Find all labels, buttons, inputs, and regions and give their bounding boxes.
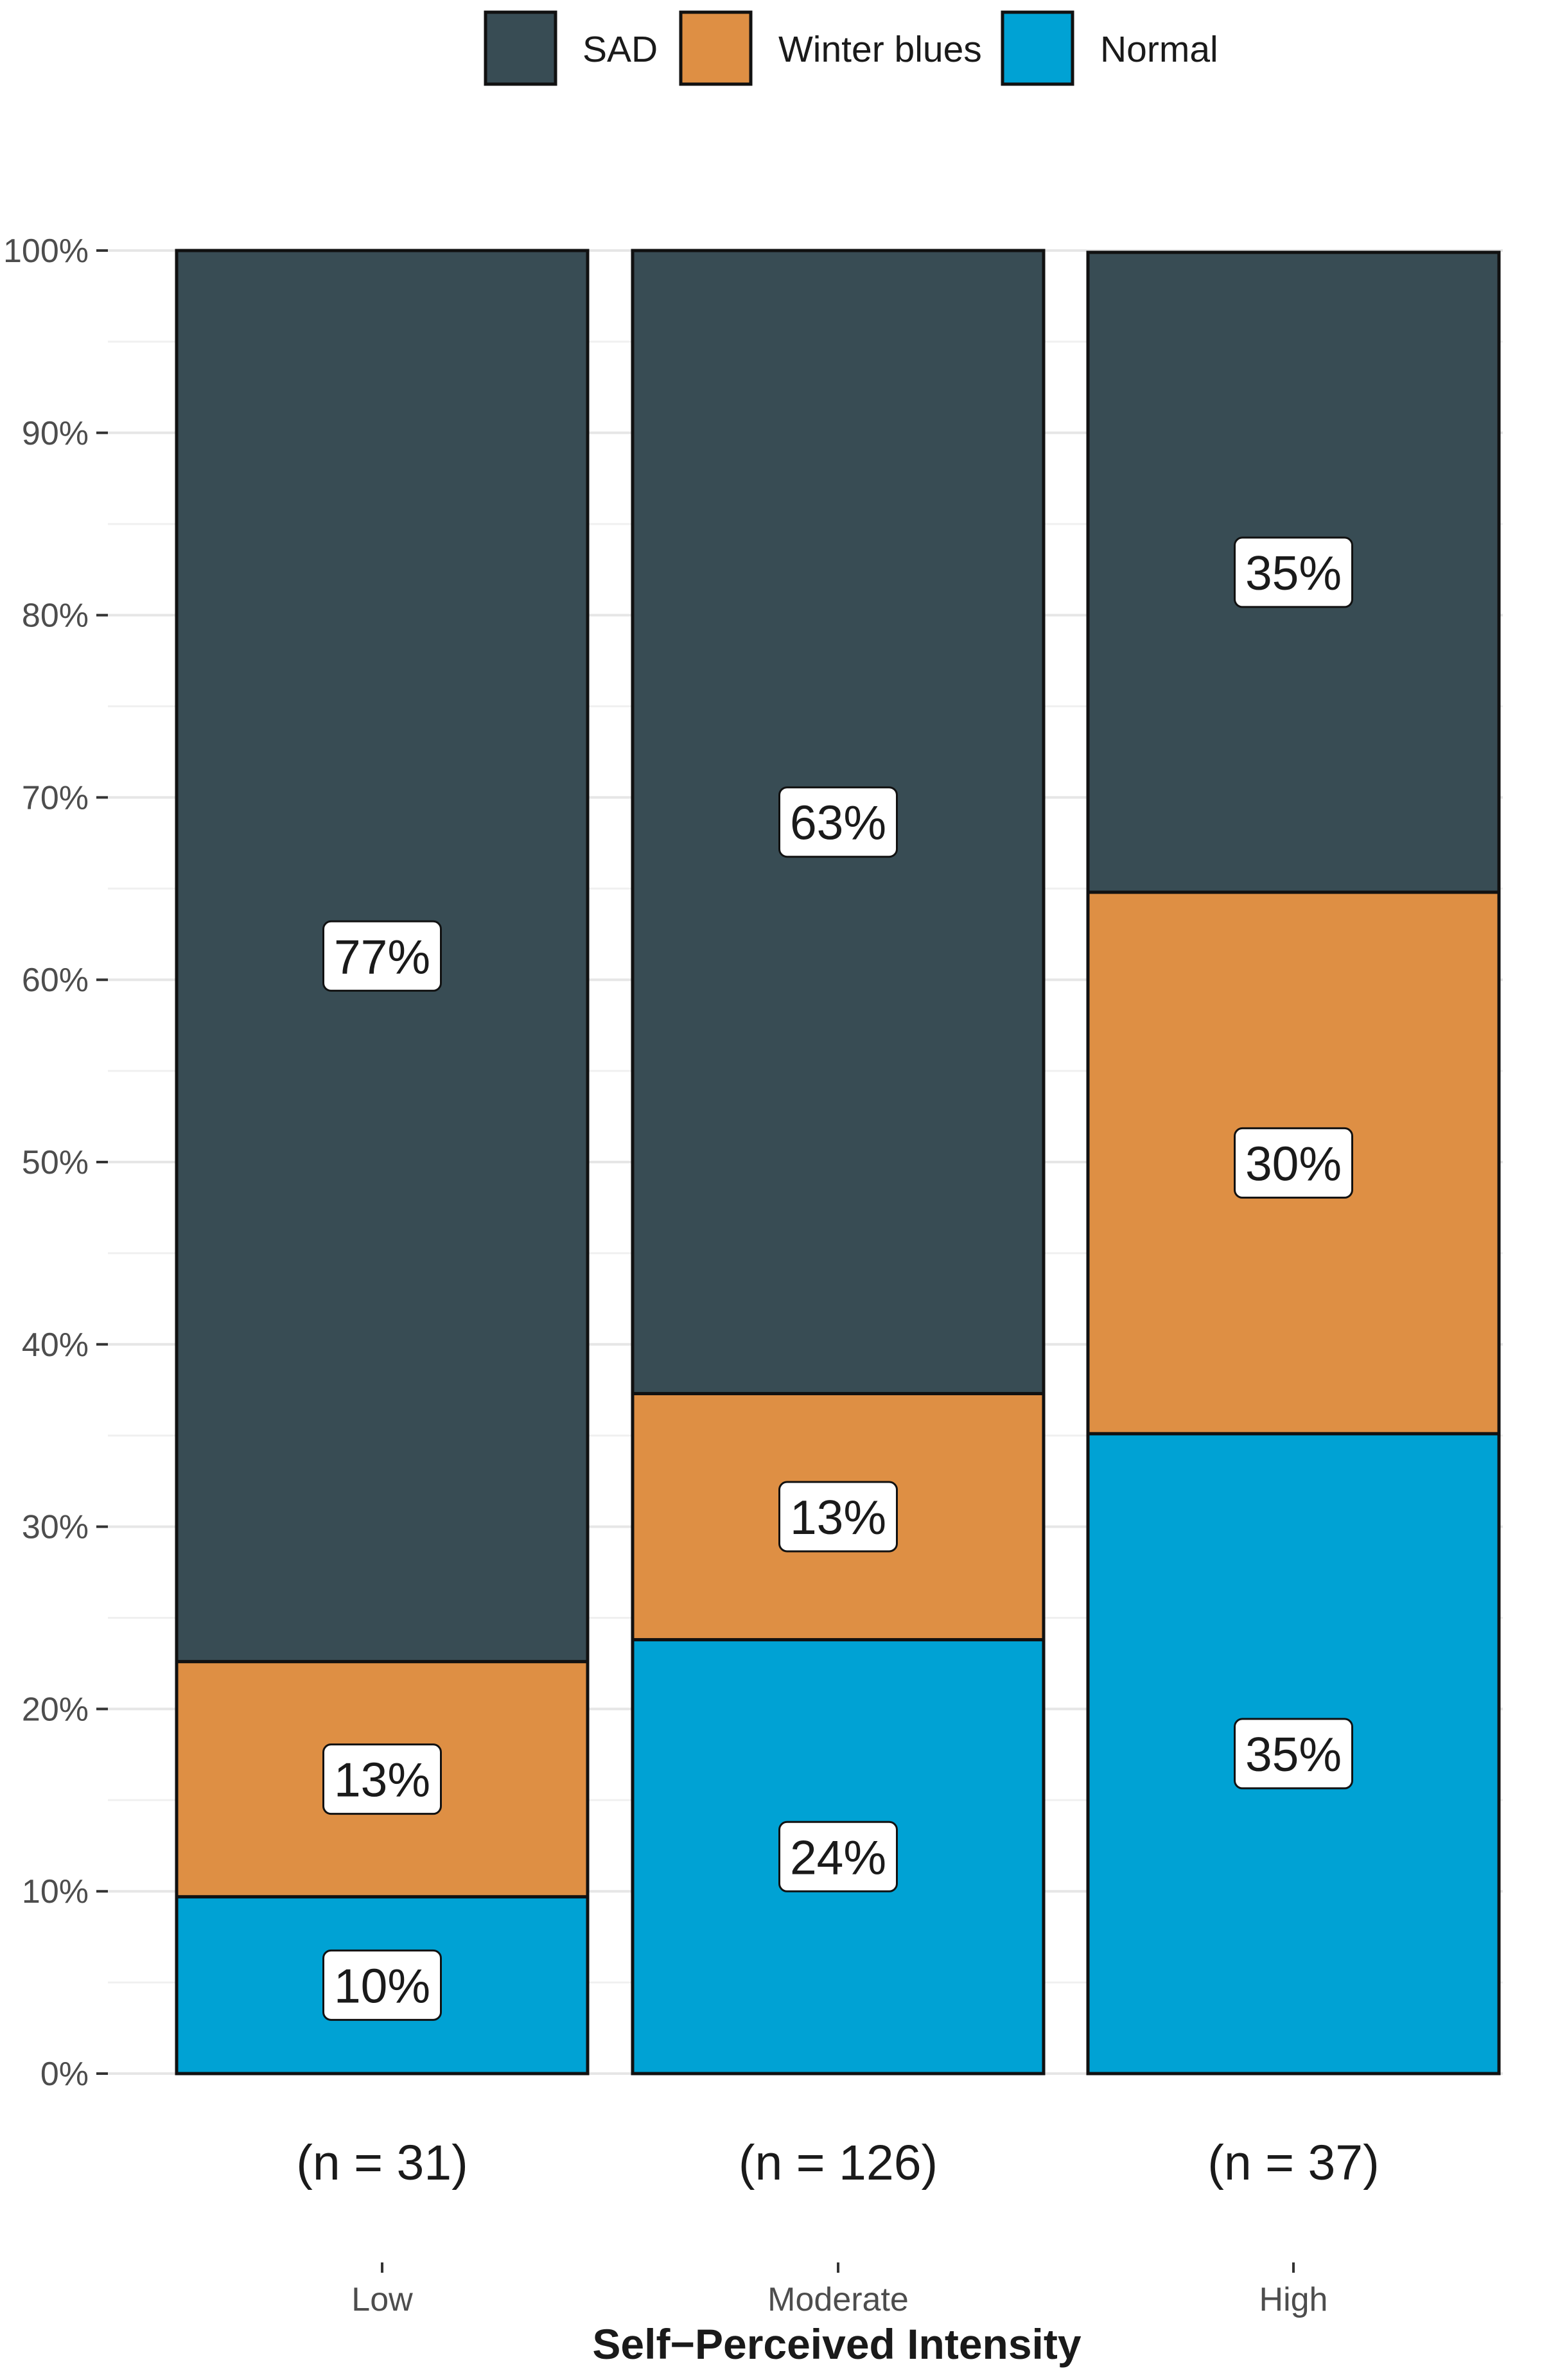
y-tick-label: 0% [40, 2056, 89, 2093]
data-label-box [322, 920, 442, 992]
data-label-box [1234, 1127, 1353, 1199]
x-tick-label: Low [351, 2281, 413, 2318]
legend: SAD Winter blues Normal [484, 10, 1218, 86]
group-count: (n = 37) [1207, 2135, 1380, 2190]
y-tick-label: 100% [3, 233, 89, 270]
data-label-box [778, 1820, 898, 1892]
data-labels: 10% 13% 77% 24% 13% 63% 35% 30% 35% [322, 536, 1353, 2021]
x-tick-label: High [1259, 2281, 1328, 2318]
data-label: 63% [790, 796, 886, 850]
y-tick-label: 10% [22, 1873, 89, 1910]
y-tick-label: 50% [22, 1144, 89, 1181]
x-axis: (n = 31) Low (n = 126) Moderate (n = 37) High [296, 2135, 1380, 2318]
data-label: 24% [790, 1830, 886, 1884]
data-label: 13% [334, 1753, 430, 1807]
y-tick-label: 20% [22, 1691, 89, 1728]
legend-key-winter-blues [679, 10, 753, 86]
data-label: 30% [1245, 1136, 1342, 1190]
data-label: 35% [1245, 1727, 1342, 1781]
data-label: 10% [334, 1959, 430, 2013]
data-label-box [778, 786, 898, 858]
y-tick-label: 80% [22, 597, 89, 635]
data-label: 77% [334, 930, 430, 983]
y-tick-label: 30% [22, 1509, 89, 1546]
y-tick-label: 60% [22, 962, 89, 999]
group-count: (n = 126) [739, 2135, 938, 2190]
data-label-box [1234, 536, 1353, 608]
legend-key-normal [1001, 10, 1074, 86]
data-label-box [322, 1949, 442, 2021]
legend-label: Winter blues [778, 29, 982, 70]
y-tick-label: 40% [22, 1327, 89, 1364]
y-axis: 0% 10% 20% 30% 40% 50% 60% 70% 80% 90% 100% [3, 233, 108, 2093]
legend-label: Normal [1100, 29, 1218, 70]
group-count: (n = 31) [296, 2135, 468, 2190]
x-tick-label: Moderate [767, 2281, 909, 2318]
y-tick-label: 90% [22, 415, 89, 452]
data-label-box [778, 1481, 898, 1553]
data-label-box [1234, 1718, 1353, 1790]
data-label: 13% [790, 1490, 886, 1544]
x-axis-title: Self−Perceived Intensity [592, 2320, 1081, 2368]
data-label-box [322, 1743, 442, 1815]
legend-key-sad [484, 10, 557, 86]
y-tick-label: 70% [22, 779, 89, 816]
legend-label: SAD [583, 29, 658, 70]
data-label: 35% [1245, 546, 1342, 600]
